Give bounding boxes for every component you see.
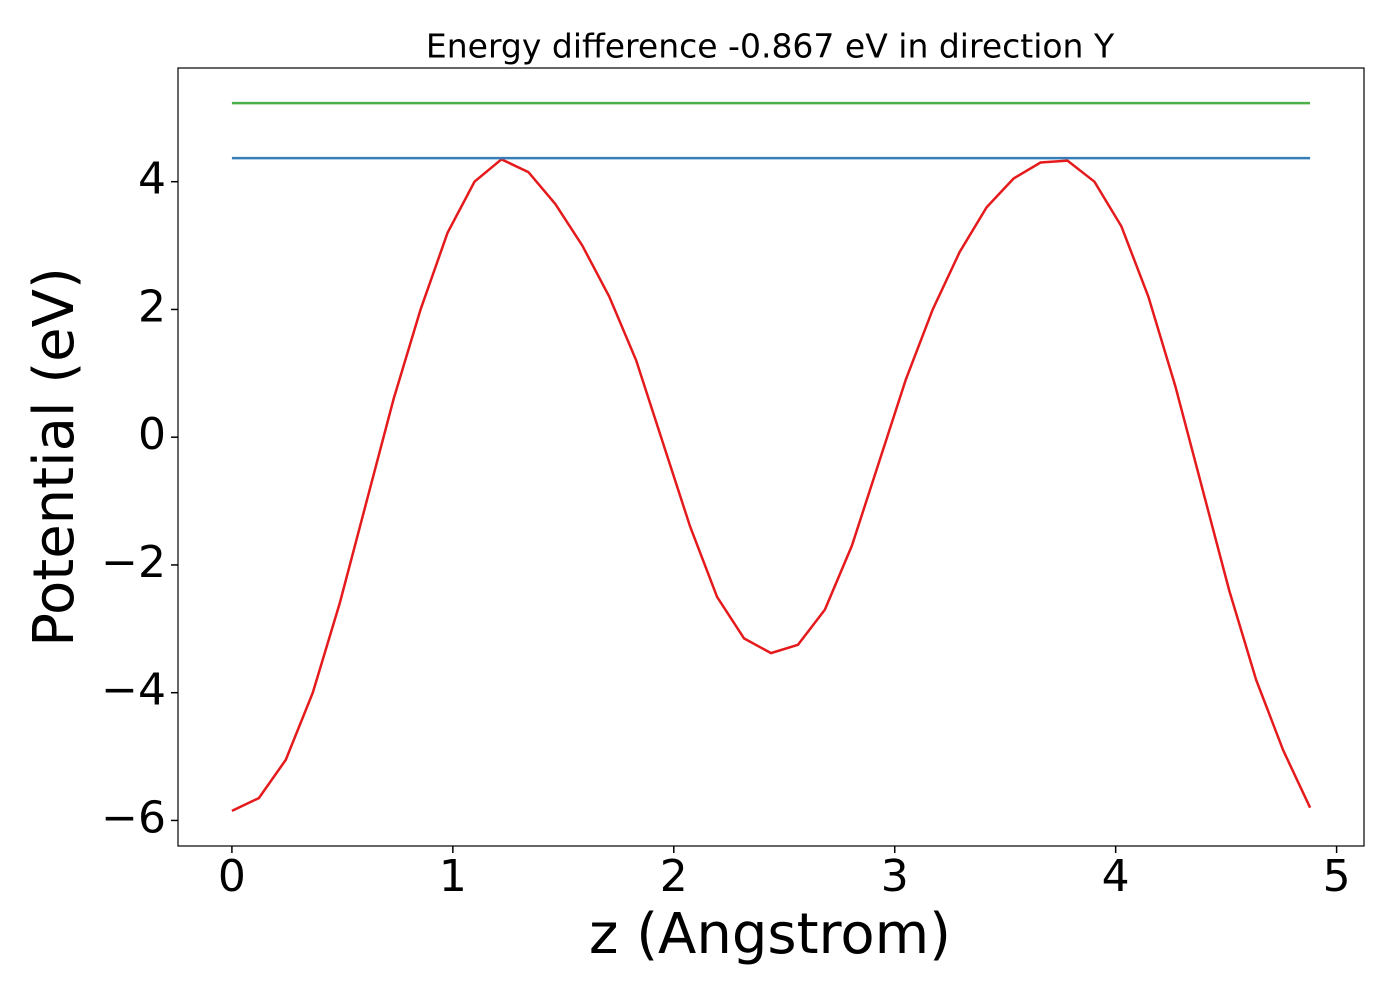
plot-frame (177, 67, 1365, 847)
line-series (231, 157, 1312, 812)
x-tick-label: 0 (218, 851, 246, 902)
y-axis-label: Potential (eV) (22, 267, 87, 647)
x-axis-label: z (Angstrom) (589, 902, 951, 967)
y-tick-label: −4 (101, 665, 166, 716)
x-tick-label: 4 (1102, 851, 1130, 902)
y-tick-label: 2 (138, 281, 166, 332)
y-tick-label: −6 (101, 792, 166, 843)
y-tick-label: 4 (138, 154, 166, 205)
x-tick-label: 5 (1323, 851, 1351, 902)
y-tick-label: 0 (138, 409, 166, 460)
x-tick-label: 1 (439, 851, 467, 902)
x-tick-label: 3 (881, 851, 909, 902)
chart-title: Energy difference -0.867 eV in direction… (426, 27, 1115, 66)
y-tick-label: −2 (101, 537, 166, 588)
x-tick-label: 2 (660, 851, 688, 902)
